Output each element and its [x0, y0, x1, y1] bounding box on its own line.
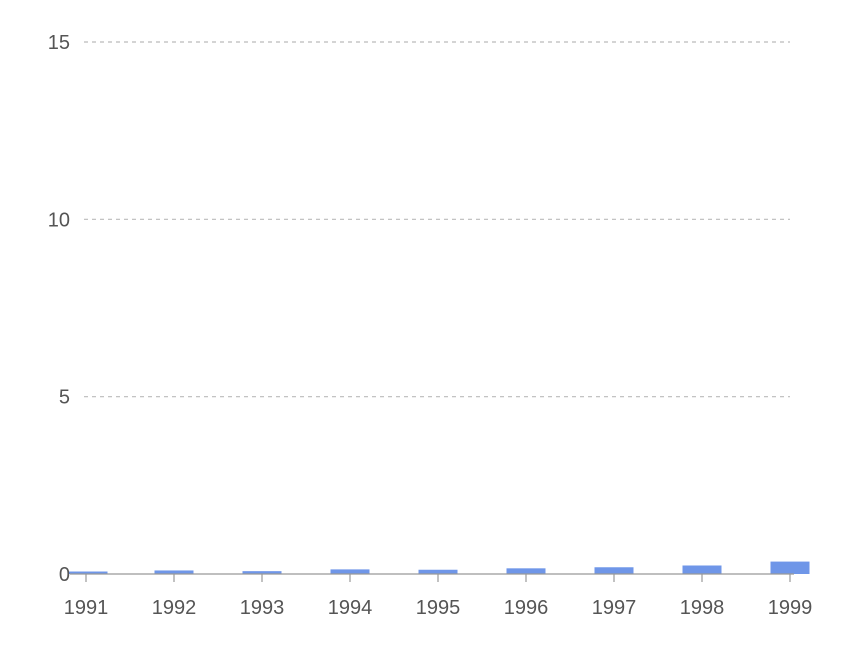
bar-layer — [68, 561, 810, 574]
x-tick-label: 1999 — [768, 597, 813, 619]
bar-1992[interactable] — [154, 570, 194, 574]
y-tick-label: 10 — [48, 209, 70, 231]
axis-layer: 0 5 10 15 1991 1992 1993 1994 1995 1996 1997 1998 19… — [48, 32, 813, 619]
y-tick-label: 15 — [48, 32, 70, 54]
bar-1998[interactable] — [682, 565, 722, 574]
bar-1993[interactable] — [242, 571, 282, 574]
x-tick-label: 1996 — [504, 597, 549, 619]
bar-1994[interactable] — [330, 569, 370, 574]
x-tick-label: 1994 — [328, 597, 373, 619]
x-tick-label: 1998 — [680, 597, 725, 619]
x-tick-label: 1992 — [152, 597, 197, 619]
y-tick-label: 5 — [59, 387, 70, 409]
bar-1995[interactable] — [418, 569, 458, 574]
x-tick-label: 1997 — [592, 597, 637, 619]
bar-1991[interactable] — [68, 571, 108, 574]
x-tick-label: 1995 — [416, 597, 461, 619]
x-tick-label: 1991 — [64, 597, 109, 619]
bar-1999[interactable] — [770, 561, 810, 574]
x-tick-label: 1993 — [240, 597, 285, 619]
y-tick-label: 0 — [59, 564, 70, 586]
grid-layer — [84, 41, 790, 398]
bar-1996[interactable] — [506, 568, 546, 574]
bar-1997[interactable] — [594, 567, 634, 574]
